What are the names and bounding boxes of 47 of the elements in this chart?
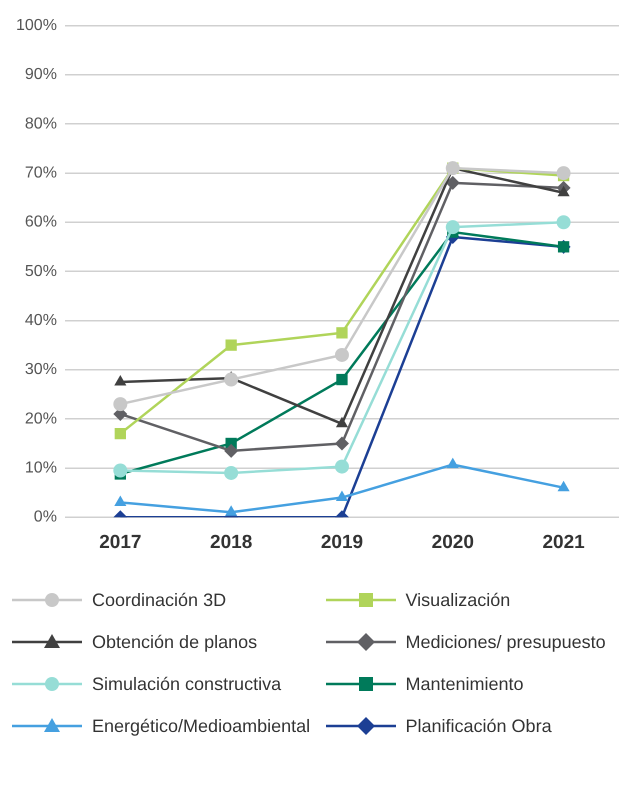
point [556,215,571,230]
y-tick-label: 30% [24,361,57,378]
point [558,480,570,492]
legend-label: Mediciones/ presupuesto [406,632,606,652]
y-tick-label: 50% [24,262,57,280]
x-tick-label: 2018 [210,532,252,553]
legend-label: Mantenimiento [406,674,524,694]
point [114,428,126,440]
point [336,416,348,428]
y-tick-label: 0% [34,508,57,526]
legend-label: Planificación Obra [406,716,552,736]
legend-label: Coordinación 3D [92,590,226,610]
point [224,466,238,480]
point [225,505,238,516]
y-tick-label: 90% [24,66,57,84]
y-tick-label: 80% [24,115,57,132]
legend-label: Simulación constructiva [92,674,282,694]
x-tick-label: 2021 [542,532,586,553]
legend-label: Obtención de planos [92,632,258,652]
point [114,495,126,506]
y-tick-label: 20% [24,410,57,428]
point [113,397,128,412]
y-tick-label: 10% [24,459,57,476]
point [113,464,128,478]
point [114,375,126,386]
point [336,374,348,386]
y-tick-label: 60% [24,214,57,231]
point [336,490,348,502]
point [334,436,349,450]
point [334,460,349,474]
x-tick-label: 2019 [320,532,364,553]
legend-label: Energético/Medioambiental [92,716,310,736]
y-tick-label: 40% [24,312,57,329]
point [446,458,459,468]
y-tick-label: 100% [16,17,57,34]
point [336,327,348,339]
point [334,348,349,362]
point [446,176,460,190]
legend-label: Visualización [406,590,510,610]
point [224,444,238,458]
x-tick-label: 2020 [432,532,474,553]
y-tick-label: 70% [24,164,57,182]
point [224,372,238,387]
point [446,220,460,234]
x-tick-label: 2017 [99,532,142,553]
point [556,166,571,180]
point [225,339,237,351]
